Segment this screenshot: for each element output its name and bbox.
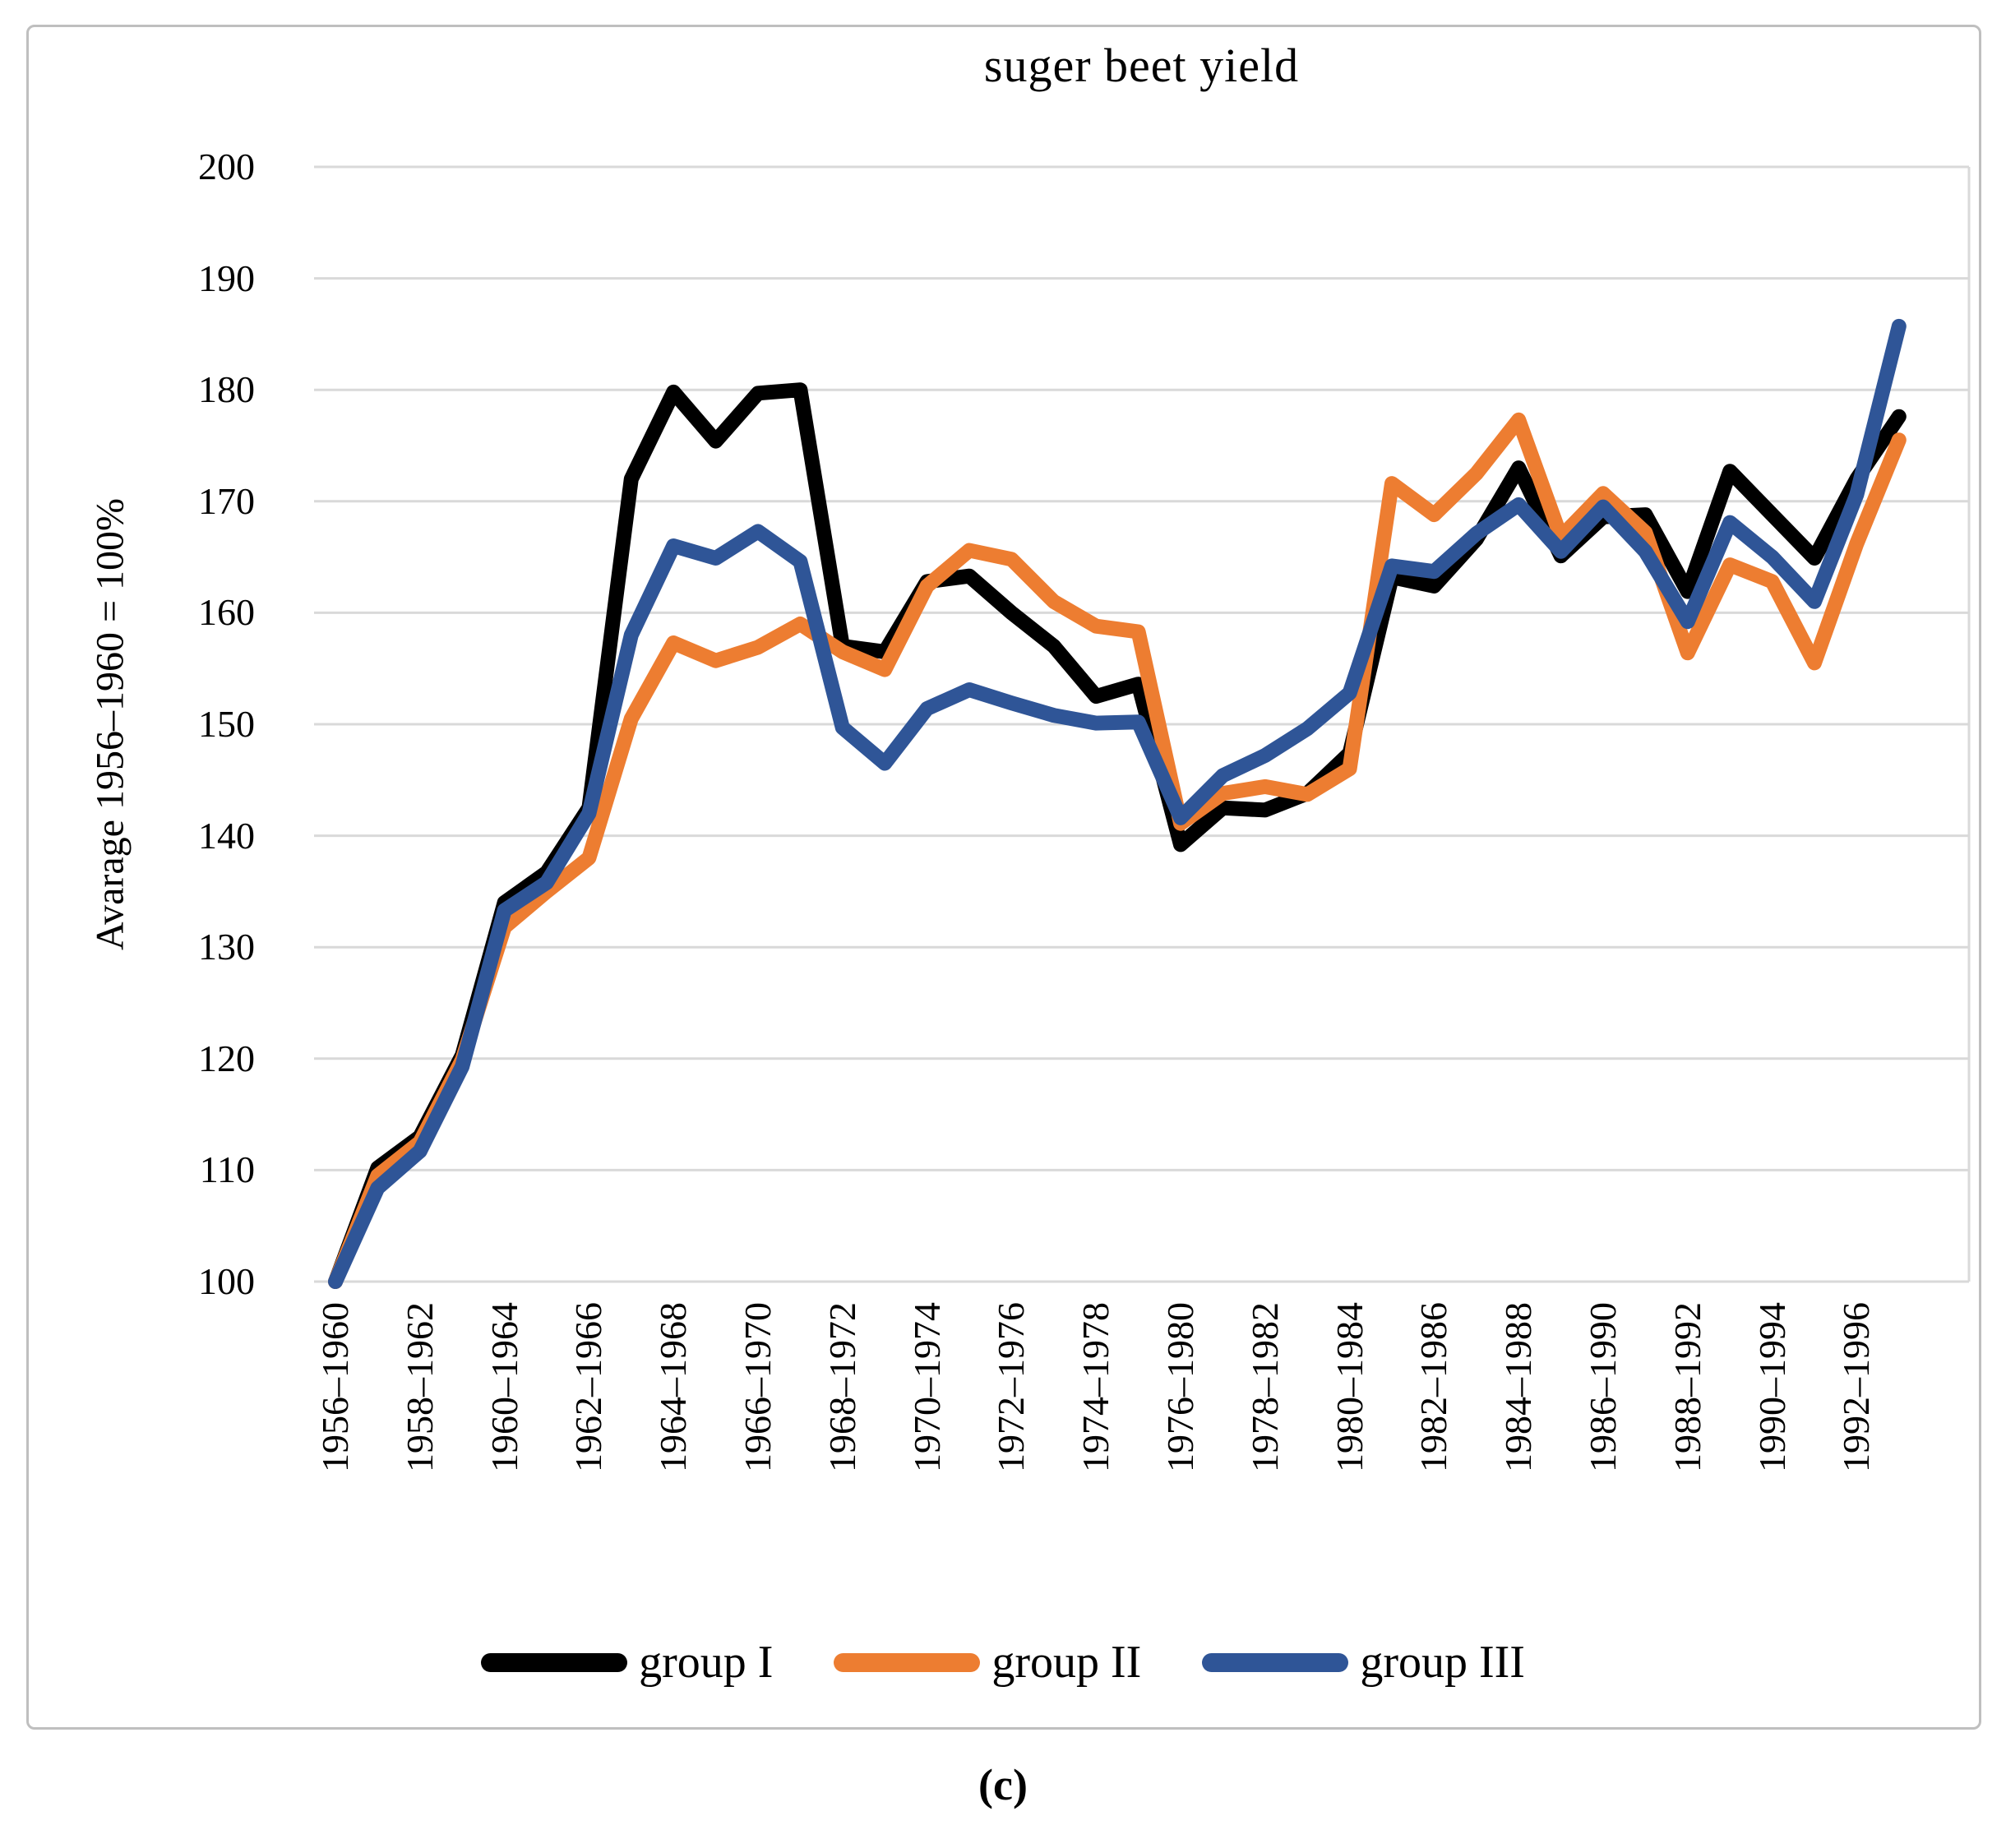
legend-item-group-iii: group III (1202, 1636, 1525, 1689)
legend-swatch (834, 1652, 981, 1672)
legend-item-group-i: group I (481, 1636, 773, 1689)
legend-label: group II (991, 1637, 1142, 1688)
series-line-group-iii (328, 318, 1907, 1289)
series-lines (328, 318, 1907, 1289)
legend-swatch (481, 1652, 628, 1672)
y-tick-label: 150 (198, 703, 255, 745)
legend-label: group III (1360, 1637, 1525, 1688)
legend-label: group I (639, 1637, 774, 1688)
y-tick-label: 120 (198, 1037, 255, 1079)
y-tick-label: 180 (198, 368, 255, 411)
y-tick-label: 100 (198, 1260, 255, 1302)
chart-title: suger beet yield (983, 39, 1300, 92)
legend: group I group II group III (0, 1636, 2006, 1689)
y-tick-label: 140 (198, 814, 255, 857)
chart-frame (26, 25, 1981, 1730)
figure-caption: (c) (978, 1760, 1028, 1809)
legend-swatch (1202, 1652, 1349, 1672)
y-tick-label: 170 (198, 479, 255, 522)
y-tick-label: 160 (198, 591, 255, 634)
series-line-group-ii (328, 412, 1907, 1289)
legend-item-group-ii: group II (834, 1636, 1141, 1689)
y-tick-label: 110 (199, 1148, 255, 1191)
y-tick-label: 200 (198, 146, 255, 187)
y-tick-label: 190 (198, 256, 255, 299)
y-tick-label: 130 (198, 926, 255, 968)
